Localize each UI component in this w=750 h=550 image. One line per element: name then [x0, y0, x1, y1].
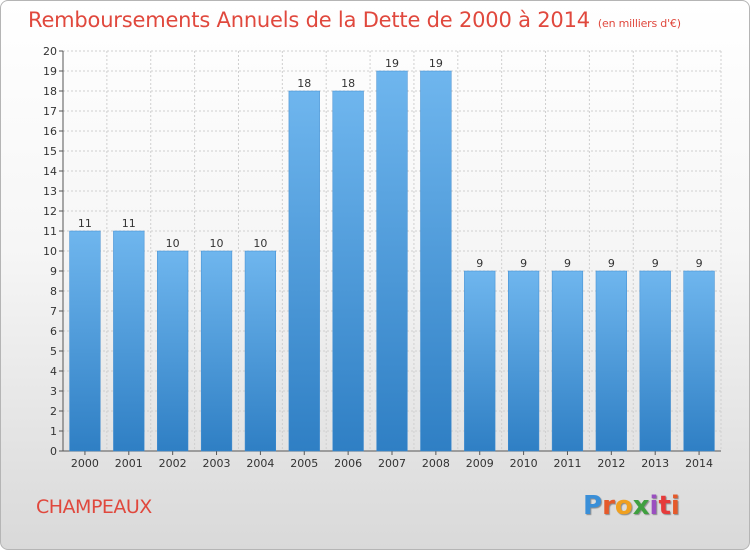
x-tick-label: 2004	[246, 457, 274, 470]
x-tick-label: 2013	[641, 457, 669, 470]
y-tick-label: 6	[50, 325, 57, 338]
logo-letter: i	[649, 491, 659, 521]
x-tick-label: 2002	[159, 457, 187, 470]
data-label: 9	[564, 257, 571, 270]
bar	[683, 270, 715, 452]
data-label: 10	[253, 237, 267, 250]
bar	[376, 70, 408, 452]
bar	[332, 90, 364, 452]
data-label: 9	[652, 257, 659, 270]
data-label: 10	[166, 237, 180, 250]
y-tick-label: 16	[43, 125, 57, 138]
bar	[244, 250, 277, 452]
data-label: 10	[210, 237, 224, 250]
y-tick-label: 0	[50, 445, 57, 458]
y-tick-label: 5	[50, 345, 57, 358]
y-tick-label: 1	[50, 425, 57, 438]
data-label: 19	[429, 57, 443, 70]
data-label: 11	[122, 217, 136, 230]
y-tick-label: 3	[50, 385, 57, 398]
y-tick-label: 17	[43, 105, 57, 118]
y-tick-label: 9	[50, 265, 57, 278]
y-tick-label: 13	[43, 185, 57, 198]
x-tick-label: 2010	[510, 457, 538, 470]
x-tick-label: 2001	[115, 457, 143, 470]
logo-letter: P	[583, 491, 603, 521]
logo-letter: x	[632, 491, 650, 521]
x-tick-label: 2011	[553, 457, 581, 470]
x-tick-label: 2005	[290, 457, 318, 470]
bar	[420, 70, 452, 452]
x-tick-label: 2000	[71, 457, 99, 470]
y-tick-label: 11	[43, 225, 57, 238]
y-tick-label: 12	[43, 205, 57, 218]
y-tick-label: 4	[50, 365, 57, 378]
x-tick-label: 2014	[685, 457, 713, 470]
logo-letter: r	[602, 491, 615, 521]
chart-title-text: Remboursements Annuels de la Dette de 20…	[28, 8, 590, 32]
bar	[157, 250, 189, 452]
bar	[113, 230, 145, 452]
x-tick-label: 2003	[203, 457, 231, 470]
y-tick-label: 18	[43, 85, 57, 98]
y-tick-label: 20	[43, 45, 57, 58]
chart-unit: (en milliers d'€)	[597, 17, 681, 30]
y-tick-label: 8	[50, 285, 57, 298]
labels: 2000 11 2001 11 2002 10 2003 10 2004 10 2005 18 2006…	[71, 57, 713, 470]
proxiti-logo: Proxiti	[583, 491, 680, 521]
y-tick-label: 10	[43, 245, 57, 258]
x-tick-label: 2006	[334, 457, 362, 470]
x-tick-label: 2007	[378, 457, 406, 470]
x-tick-label: 2008	[422, 457, 450, 470]
bar	[69, 230, 101, 452]
data-label: 19	[385, 57, 399, 70]
bar	[595, 270, 627, 452]
bar	[551, 270, 584, 452]
chart-title: Remboursements Annuels de la Dette de 20…	[28, 8, 681, 32]
data-label: 9	[696, 257, 703, 270]
data-label: 9	[476, 257, 483, 270]
x-tick-label: 2009	[466, 457, 494, 470]
bars	[69, 70, 715, 452]
bar	[288, 90, 320, 452]
logo-letter: i	[670, 491, 680, 521]
logo-letter: t	[658, 491, 671, 521]
logo-letter: o	[614, 491, 633, 521]
data-label: 9	[520, 257, 527, 270]
data-label: 11	[78, 217, 92, 230]
y-tick-label: 15	[43, 145, 57, 158]
bar	[200, 250, 233, 452]
commune-name: CHAMPEAUX	[36, 496, 152, 518]
y-tick-label: 19	[43, 65, 57, 78]
y-tick-label: 14	[43, 165, 57, 178]
bar	[639, 270, 671, 452]
x-tick-label: 2012	[597, 457, 625, 470]
data-label: 9	[608, 257, 615, 270]
y-tick-label: 2	[50, 405, 57, 418]
data-label: 18	[341, 77, 355, 90]
bar	[464, 270, 496, 452]
bar	[507, 270, 540, 452]
data-label: 18	[297, 77, 311, 90]
y-tick-label: 7	[50, 305, 57, 318]
